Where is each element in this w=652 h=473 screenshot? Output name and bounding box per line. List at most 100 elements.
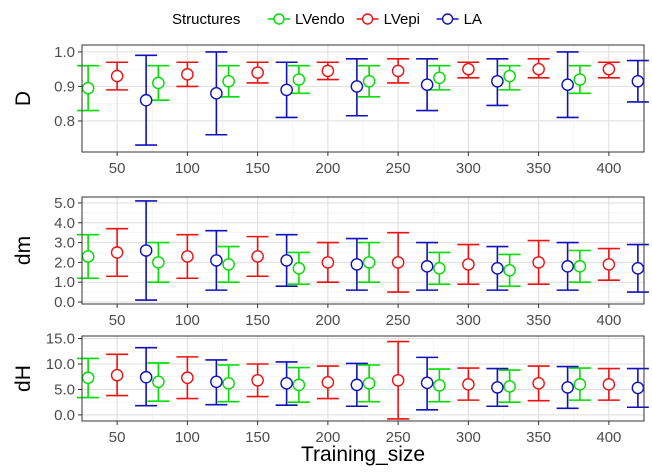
panel-dh-xtick-label: 250 [386,429,411,446]
panel-dh-xtick-label: 400 [596,429,621,446]
panel-d-point-lvendo [433,71,446,85]
panel-dm-point-la [631,262,645,275]
panel-dh-xtick-label: 100 [175,429,200,446]
legend-label-lvepi: LVepi [384,11,420,28]
legend-marker-lvepi [361,13,374,25]
panel-dm-xtick-label: 150 [245,312,270,329]
panel-d-point-la [631,74,645,88]
panel-dh-point-la [631,381,645,395]
panel-dm-point-lvepi [181,250,194,263]
panel-dm-xtick-label: 400 [596,312,621,329]
panel-d-point-la [139,93,153,107]
panel-d-point-lvepi [532,62,545,76]
panel-dh-point-lvepi [181,371,194,385]
panel-d-point-la [280,83,293,97]
panel-dh-point-lvepi [391,373,405,387]
panel-dm-border [81,196,645,305]
panel-dh-point-la [350,378,364,392]
panel-d-border [81,44,645,153]
panel-dh-point-lvepi [462,378,475,391]
panel-dm-xtick-label: 300 [456,312,481,329]
panel-d-point-lvepi [321,64,335,78]
panel-d-xtick-label: 50 [109,160,126,177]
panel-d-xtick-label: 300 [456,160,481,177]
panel-dh-point-lvepi [110,368,124,382]
panel-dh-ytick-label: 5.0 [54,381,75,398]
panel-dh-ytick-label: 10.0 [46,356,75,373]
panel-dm-point-la [210,254,223,267]
panel-d-xtick-label: 100 [175,160,200,177]
panel-dm-ytick-label: 0.0 [54,294,75,311]
panel-d-point-lvepi [602,62,616,76]
legend-label-la: LA [464,11,482,28]
panel-dh-point-lvendo [222,377,235,390]
panel-dm-ytick-label: 4.0 [54,215,75,232]
panel-dm-point-la [420,260,434,273]
panel-dm-point-lvepi [532,256,545,269]
panel-d-point-lvendo [292,73,306,86]
panel-dm-ytick-label: 2.0 [54,254,75,271]
panel-dh-point-lvepi [321,376,335,389]
panel-dm-xtick-label: 200 [315,312,340,329]
panel-dh-point-lvendo [81,371,95,385]
panel-dm-point-la [491,262,504,275]
panel-dm-point-lvendo [503,264,516,277]
panel-dm-point-lvepi [602,258,616,271]
panel-dh-point-la [210,375,223,389]
panel-dm-xtick-label: 100 [175,312,200,329]
panel-dm-xtick-label: 250 [386,312,411,329]
panel-dm-point-la [280,254,293,267]
panel-dm-point-lvendo [292,262,306,275]
panel-dh-point-lvepi [602,378,616,391]
panel-d-point-la [491,74,504,88]
panel-dh-point-lvendo [503,380,516,393]
panel-d-ytick-label: 0.9 [54,78,75,95]
panel-d-xtick-label: 150 [245,160,270,177]
panel-dh-ytick-label: 15.0 [46,331,75,348]
panel-dm-point-la [139,244,153,257]
panel-d-point-lvendo [573,73,587,86]
legend-title: Structures [172,11,240,28]
panel-dm-point-la [350,258,364,271]
panel-d-point-lvendo [81,81,95,95]
panel-dh-border [81,335,645,422]
panel-dm-point-lvepi [321,256,335,269]
panel-d-point-lvepi [181,68,194,81]
panel-dh-point-lvendo [152,375,165,389]
panel-dm-xtick-label: 350 [526,312,551,329]
panel-d-xtick-label: 250 [386,160,411,177]
panel-dm-point-la [561,260,574,273]
panel-dm-point-lvepi [391,256,405,269]
panel-d-point-lvendo [503,69,516,83]
panel-dm-ytick-label: 3.0 [54,235,75,252]
x-axis-label: Training_size [301,443,425,466]
panel-dh-xtick-label: 200 [315,429,340,446]
panel-d-ytick-label: 1.0 [54,44,75,61]
panel-d-point-lvepi [462,62,475,76]
panel-dh-point-lvendo [573,378,587,391]
panel-dh-xtick-label: 150 [245,429,270,446]
panel-dm-point-lvendo [222,258,235,271]
panel-d-point-lvendo [222,74,235,88]
panel-dh-point-la [561,381,574,394]
panel-dm-point-lvendo [433,262,446,275]
panel-dm-ylabel: dm [12,236,35,265]
panel-d-point-la [420,78,434,91]
panel-dh-point-la [280,377,293,390]
legend-label-lvendo: LVendo [295,11,345,28]
panel-dh-point-la [491,381,504,394]
legend-marker-la [441,13,454,25]
panel-dh-point-lvepi [532,377,545,390]
panel-dm-xtick-label: 50 [109,312,126,329]
panel-dm-point-lvendo [573,260,587,273]
panel-dh-point-lvendo [362,377,376,390]
panel-d-xtick-label: 400 [596,160,621,177]
panel-d-point-lvendo [362,74,376,88]
panel-dh-point-la [420,376,434,390]
panel-dh-point-lvepi [251,373,264,387]
panel-dh-point-la [139,370,153,384]
panel-dm-point-lvepi [110,246,124,259]
panel-dm-ytick-label: 1.0 [54,274,75,291]
